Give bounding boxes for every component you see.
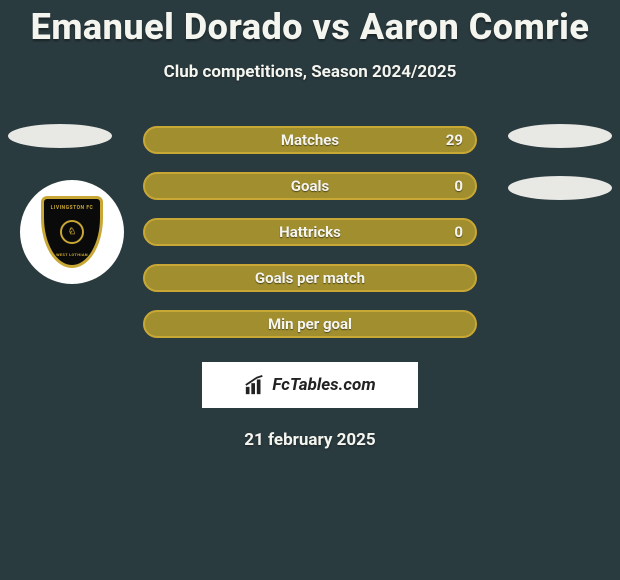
stat-bar-label: Goals — [291, 177, 329, 195]
site-name: FcTables.com — [272, 375, 375, 395]
stat-bar: Matches 29 — [143, 126, 477, 154]
shield-emblem-icon: ♘ — [60, 220, 84, 244]
site-logo: FcTables.com — [202, 362, 418, 408]
stat-bar-label: Matches — [281, 131, 339, 149]
stat-bar-label: Hattricks — [279, 223, 341, 241]
stat-bar-value: 0 — [454, 223, 463, 241]
stat-bar-label: Min per goal — [268, 315, 352, 333]
stat-bar-value: 29 — [446, 131, 463, 149]
stat-bar-label: Goals per match — [255, 269, 365, 287]
stat-bar: Min per goal — [143, 310, 477, 338]
stat-bars: Matches 29 Goals 0 Hattricks 0 Goals per match… — [143, 126, 477, 338]
page-subtitle: Club competitions, Season 2024/2025 — [0, 62, 620, 82]
placeholder-oval-right-2 — [508, 176, 612, 200]
stat-bar: Goals per match — [143, 264, 477, 292]
bar-chart-icon — [244, 374, 266, 396]
page-title: Emanuel Dorado vs Aaron Comrie — [0, 0, 620, 48]
snapshot-date: 21 february 2025 — [0, 430, 620, 450]
placeholder-oval-left — [8, 124, 112, 148]
shield-bottom-text: WEST LOTHIAN — [56, 252, 88, 257]
club-shield-icon: LIVINGSTON FC ♘ WEST LOTHIAN — [41, 196, 103, 268]
placeholder-oval-right-1 — [508, 124, 612, 148]
shield-top-text: LIVINGSTON FC — [51, 205, 94, 211]
stat-bar: Goals 0 — [143, 172, 477, 200]
club-badge: LIVINGSTON FC ♘ WEST LOTHIAN — [20, 180, 124, 284]
stat-bar: Hattricks 0 — [143, 218, 477, 246]
stat-bar-value: 0 — [454, 177, 463, 195]
